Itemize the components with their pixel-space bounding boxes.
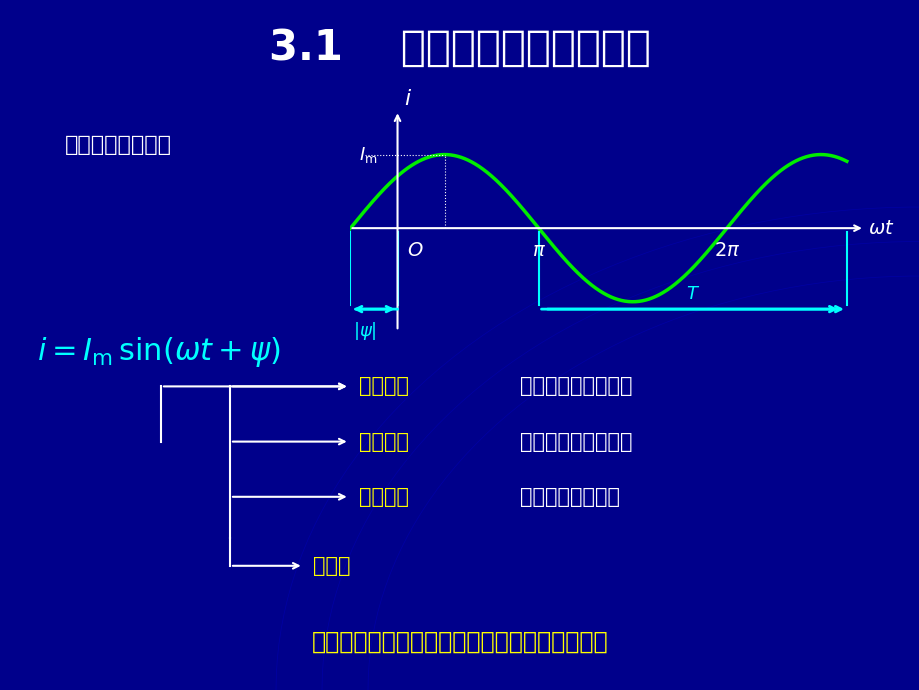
Text: $i = I_{\rm m}\,\sin\!\left(\omega t + \psi\right)$: $i = I_{\rm m}\,\sin\!\left(\omega t + \… — [37, 335, 280, 369]
Text: 决定正弦量变化快慢: 决定正弦量变化快慢 — [519, 432, 631, 451]
Text: $I_{\rm m}$: $I_{\rm m}$ — [358, 145, 377, 164]
Text: $\omega t$: $\omega t$ — [867, 219, 893, 237]
Text: 最大值：: 最大值： — [358, 487, 408, 506]
Text: 角频率：: 角频率： — [358, 432, 408, 451]
Text: 初相角：: 初相角： — [358, 377, 408, 396]
Text: 最大值、角频率、初相角成为正弦量的三要素。: 最大值、角频率、初相角成为正弦量的三要素。 — [312, 630, 607, 653]
Text: 决定正弦量的大小: 决定正弦量的大小 — [519, 487, 619, 506]
Text: $i$: $i$ — [403, 89, 411, 109]
Text: $O$: $O$ — [406, 241, 423, 260]
Text: $T$: $T$ — [685, 285, 699, 303]
Text: 3.1    正弦交流电的基本概念: 3.1 正弦交流电的基本概念 — [268, 28, 651, 69]
Text: 瞬时值: 瞬时值 — [312, 556, 350, 575]
Text: 设正弦交流电流：: 设正弦交流电流： — [64, 135, 171, 155]
Text: 决定正弦量起始位置: 决定正弦量起始位置 — [519, 377, 631, 396]
Text: $\pi$: $\pi$ — [531, 241, 545, 260]
Text: $2\pi$: $2\pi$ — [713, 241, 739, 260]
Text: $|\psi|$: $|\psi|$ — [353, 320, 377, 342]
